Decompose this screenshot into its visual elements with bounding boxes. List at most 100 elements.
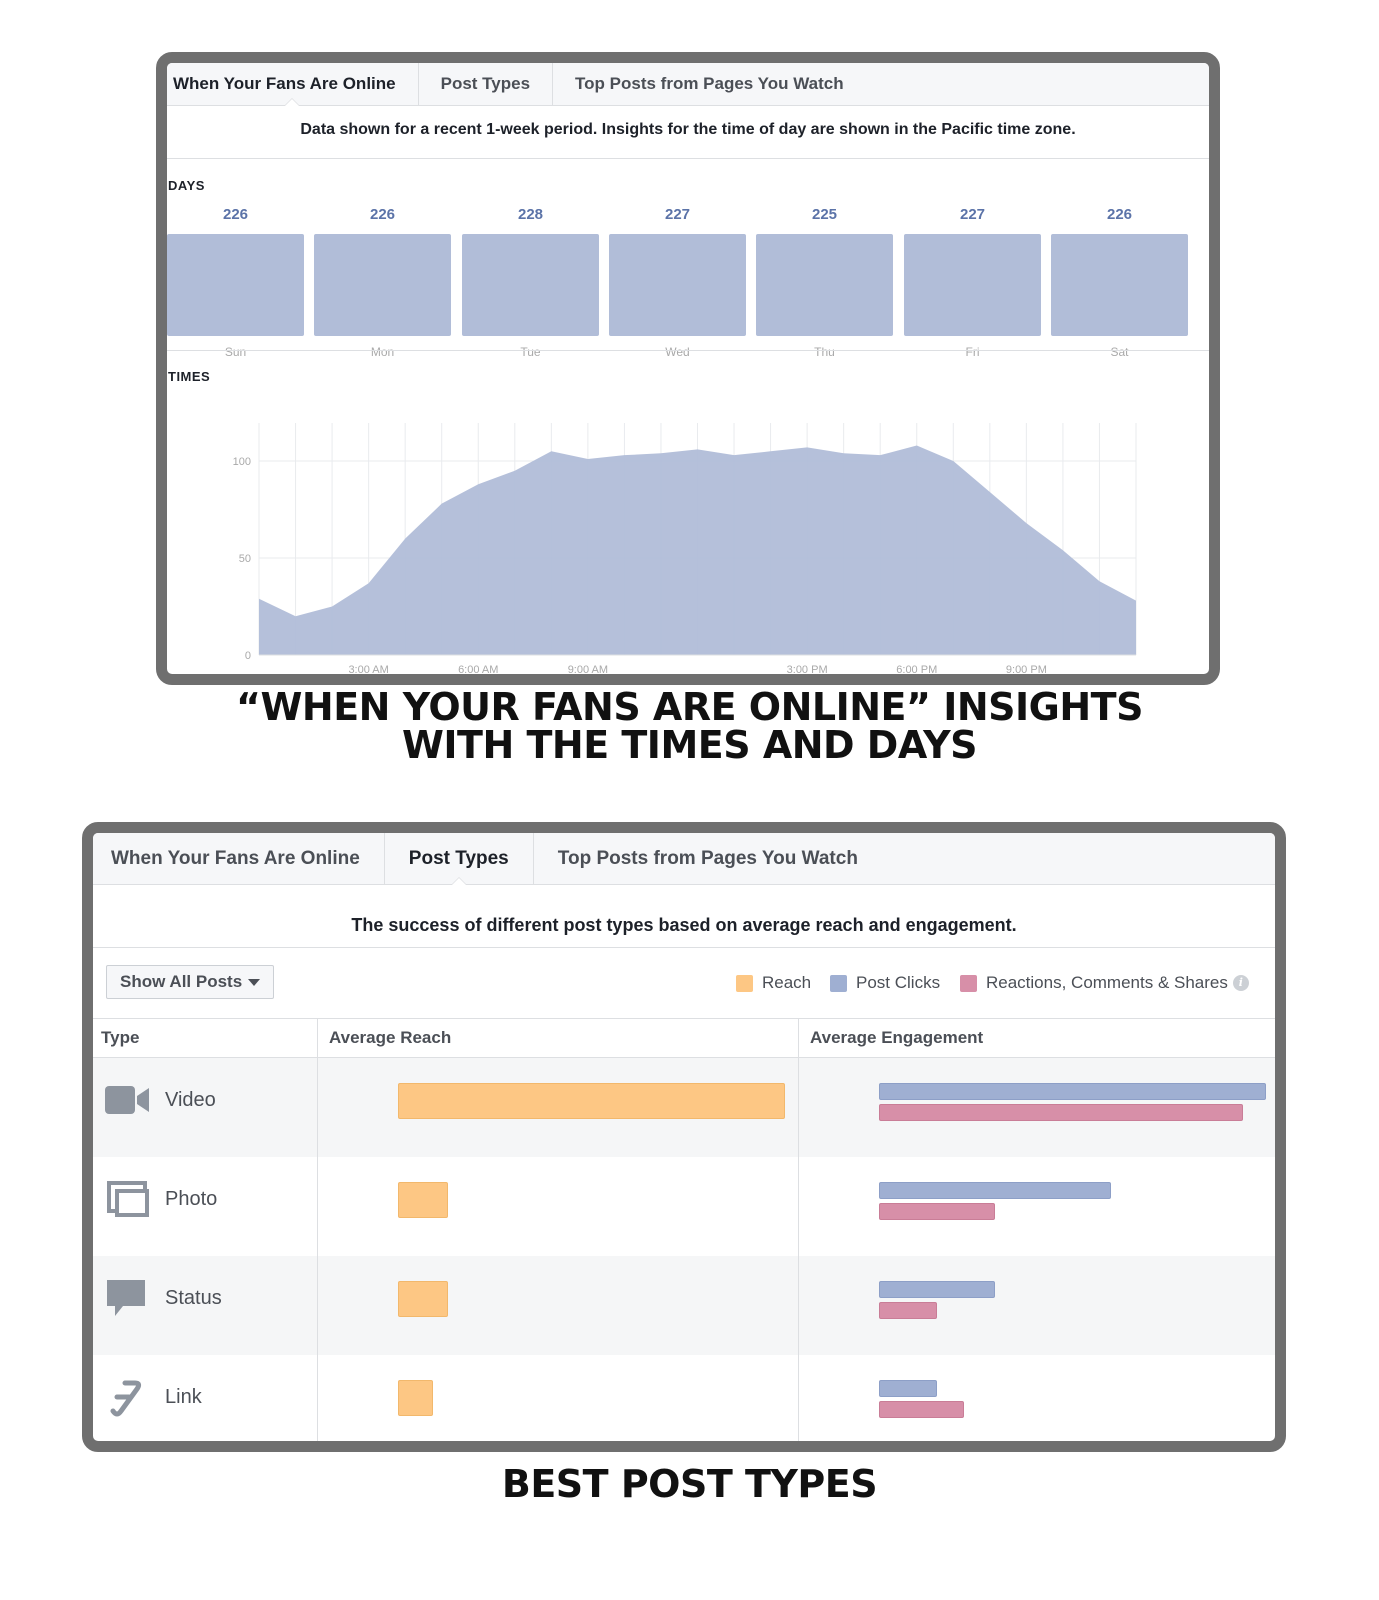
post-types-panel: When Your Fans Are Online Post Types Top… xyxy=(82,822,1286,1452)
link-chain-icon xyxy=(110,1380,142,1417)
info-icon[interactable]: i xyxy=(1232,975,1249,991)
y-tick-label: 0 xyxy=(245,650,251,662)
day-name-label: Mon xyxy=(370,345,395,359)
tab-when-fans-online[interactable]: When Your Fans Are Online xyxy=(167,63,419,106)
post-clicks-bar[interactable] xyxy=(879,1182,1111,1199)
show-all-posts-dropdown[interactable]: Show All Posts xyxy=(106,965,274,999)
times-area-chart: 0 50 100 3:00 AM 6:00 AM 9:00 AM 3:00 PM 6:00 P… xyxy=(233,423,1137,673)
column-divider xyxy=(798,1018,799,1441)
day-bar[interactable] xyxy=(167,234,304,336)
caret-down-icon xyxy=(248,978,261,986)
post-clicks-bar[interactable] xyxy=(879,1380,937,1397)
day-bar[interactable] xyxy=(756,234,893,336)
x-tick-label: 6:00 PM xyxy=(896,664,937,673)
day-column-wed: 227 Wed xyxy=(609,196,746,359)
day-value-label: 226 xyxy=(222,206,249,223)
panel-description: The success of different post types base… xyxy=(351,915,1017,935)
legend-label: Reach xyxy=(762,973,812,992)
day-name-label: Wed xyxy=(665,345,690,359)
legend-label: Reactions, Comments & Shares xyxy=(986,973,1228,992)
tab-post-types[interactable]: Post Types xyxy=(385,833,534,885)
divider xyxy=(167,350,1209,351)
day-column-tue: 228 Tue xyxy=(462,196,599,359)
tab-when-fans-online[interactable]: When Your Fans Are Online xyxy=(93,833,385,884)
day-value-label: 226 xyxy=(1106,206,1133,223)
column-divider xyxy=(317,1018,318,1441)
legend-reactions: Reactions, Comments & Shares i xyxy=(960,973,1249,993)
average-reach-bar[interactable] xyxy=(398,1182,448,1218)
day-value-label: 226 xyxy=(369,206,396,223)
day-bar[interactable] xyxy=(462,234,599,336)
caption-line: BEST POST TYPES xyxy=(501,1462,878,1506)
column-header-average-reach: Average Reach xyxy=(329,1028,452,1047)
post-clicks-bar[interactable] xyxy=(879,1083,1266,1100)
x-tick-label: 6:00 AM xyxy=(458,664,498,673)
x-tick-label: 9:00 AM xyxy=(568,664,608,673)
post-type-label: Video xyxy=(165,1089,216,1111)
tab-top-posts-pages-you-watch[interactable]: Top Posts from Pages You Watch xyxy=(575,74,844,93)
caption-line: “WHEN YOUR FANS ARE ONLINE” INSIGHTS xyxy=(236,685,1143,729)
day-name-label: Thu xyxy=(814,345,835,359)
legend-label: Post Clicks xyxy=(856,973,941,992)
legend-swatch-reach xyxy=(736,974,753,992)
day-column-fri: 227 Fri xyxy=(904,196,1041,359)
x-tick-label: 3:00 AM xyxy=(348,664,388,673)
insights-tab-bar: When Your Fans Are Online Post Types Top… xyxy=(167,63,1209,106)
x-tick-label: 9:00 PM xyxy=(1006,664,1047,673)
caption-best-post-types: BEST POST TYPES xyxy=(0,1462,1379,1506)
reactions-comments-shares-bar[interactable] xyxy=(879,1203,995,1220)
day-name-label: Fri xyxy=(965,345,980,359)
insights-tab-bar: When Your Fans Are Online Post Types Top… xyxy=(93,833,1275,885)
dropdown-label: Show All Posts xyxy=(120,972,243,991)
day-column-sat: 226 Sat xyxy=(1051,196,1188,359)
x-tick-label: 3:00 PM xyxy=(787,664,828,673)
day-bar[interactable] xyxy=(904,234,1041,336)
legend-swatch-post-clicks xyxy=(830,974,847,992)
day-column-thu: 225 Thu xyxy=(756,196,893,359)
legend-reach: Reach xyxy=(736,973,811,993)
day-column-sun: 226 Sun xyxy=(167,196,304,359)
divider xyxy=(167,158,1209,159)
y-tick-label: 50 xyxy=(239,553,251,565)
day-name-label: Tue xyxy=(520,345,541,359)
day-value-label: 227 xyxy=(664,206,691,223)
table-row: Photo xyxy=(93,1157,1275,1256)
day-bar[interactable] xyxy=(1051,234,1188,336)
post-type-label: Status xyxy=(165,1287,222,1309)
caption-line: WITH THE TIMES AND DAYS xyxy=(401,723,978,767)
reactions-comments-shares-bar[interactable] xyxy=(879,1104,1243,1121)
legend-post-clicks: Post Clicks xyxy=(830,973,940,993)
reactions-comments-shares-bar[interactable] xyxy=(879,1401,964,1418)
panel-description: Data shown for a recent 1-week period. I… xyxy=(300,121,1076,138)
day-name-label: Sun xyxy=(224,345,247,359)
speech-bubble-icon xyxy=(107,1280,145,1316)
post-type-label: Photo xyxy=(165,1188,218,1210)
reactions-comments-shares-bar[interactable] xyxy=(879,1302,937,1319)
tab-top-posts-pages-you-watch[interactable]: Top Posts from Pages You Watch xyxy=(557,847,858,869)
table-header: Type Average Reach Average Engagement xyxy=(93,1018,1275,1058)
column-header-average-engagement: Average Engagement xyxy=(810,1028,984,1047)
average-reach-bar[interactable] xyxy=(398,1083,785,1119)
times-section-label: TIMES xyxy=(168,369,211,384)
photo-stack-icon xyxy=(107,1181,149,1217)
average-reach-bar[interactable] xyxy=(398,1380,433,1416)
post-clicks-bar[interactable] xyxy=(879,1281,995,1298)
day-column-mon: 226 Mon xyxy=(314,196,451,359)
average-reach-bar[interactable] xyxy=(398,1281,448,1317)
day-bar[interactable] xyxy=(609,234,746,336)
day-bar[interactable] xyxy=(314,234,451,336)
day-value-label: 225 xyxy=(811,206,838,223)
legend-swatch-reactions xyxy=(960,974,977,992)
online-fans-area xyxy=(259,445,1136,655)
y-tick-label: 100 xyxy=(233,456,251,468)
fans-online-panel: When Your Fans Are Online Post Types Top… xyxy=(156,52,1220,685)
table-row: Video xyxy=(93,1058,1275,1157)
caption-fans-online: “WHEN YOUR FANS ARE ONLINE” INSIGHTS WIT… xyxy=(0,688,1379,764)
day-name-label: Sat xyxy=(1110,345,1129,359)
day-value-label: 227 xyxy=(959,206,986,223)
days-section-label: DAYS xyxy=(168,178,205,193)
day-value-label: 228 xyxy=(517,206,544,223)
tab-post-types[interactable]: Post Types xyxy=(419,63,554,105)
post-type-label: Link xyxy=(165,1386,202,1408)
column-header-type: Type xyxy=(101,1028,140,1047)
